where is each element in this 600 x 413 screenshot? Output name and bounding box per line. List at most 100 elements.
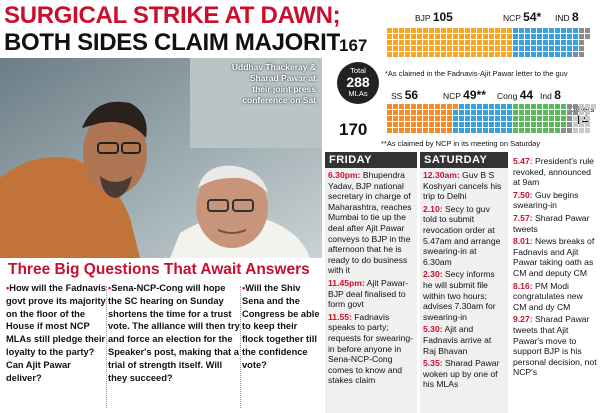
total-prefix: Total <box>350 66 366 75</box>
ncp-seat <box>513 28 518 33</box>
cong-seat <box>519 110 524 115</box>
cong-seat <box>549 128 554 133</box>
bjp-seat <box>471 40 476 45</box>
bjp-seat <box>387 46 392 51</box>
ncp-seat <box>453 110 458 115</box>
entry-time: 9.27: <box>513 314 533 325</box>
entry-text: Sharad Pawar tweets that Ajit Pawar's mo… <box>513 314 597 378</box>
ncp-seat <box>507 104 512 109</box>
claim2-ind-label: Ind 8 <box>540 88 561 102</box>
cong-seat <box>519 128 524 133</box>
ncp-seat <box>513 52 518 57</box>
ncp-seat <box>555 52 560 57</box>
ncp-seat <box>495 116 500 121</box>
cong-seat <box>525 128 530 133</box>
ncp-seat <box>543 40 548 45</box>
ncp-seat <box>543 52 548 57</box>
questions-box: Three Big Questions That Await Answers •… <box>0 260 322 413</box>
ind-seat <box>585 34 590 39</box>
bjp-seat <box>507 52 512 57</box>
bjp-seat <box>501 46 506 51</box>
ss-seat <box>405 122 410 127</box>
cong-seat <box>549 116 554 121</box>
ss-seat <box>387 128 392 133</box>
ncp-seat <box>567 40 572 45</box>
bjp-seat <box>453 46 458 51</box>
ncp-seat <box>519 40 524 45</box>
bjp-seat <box>393 46 398 51</box>
ss-seat <box>411 128 416 133</box>
question-3: •Will the Shiv Sena and the Congress be … <box>242 282 320 372</box>
bjp-seat <box>423 34 428 39</box>
saturday-entries: 12.30am: Guv B S Koshyari cancels his tr… <box>420 168 508 390</box>
ncp-seat <box>561 46 566 51</box>
bjp-seat <box>417 40 422 45</box>
bjp-seat <box>465 40 470 45</box>
ncp-seat <box>501 116 506 121</box>
bjp-seat <box>393 28 398 33</box>
cong-seat <box>555 122 560 127</box>
ind-seat <box>567 128 572 133</box>
cong-seat <box>519 116 524 121</box>
bjp-seat <box>411 46 416 51</box>
bjp-seat <box>483 52 488 57</box>
cong-seat <box>555 110 560 115</box>
bjp-seat <box>495 34 500 39</box>
ncp-seat <box>471 104 476 109</box>
ss-seat <box>429 122 434 127</box>
ncp-seat <box>525 40 530 45</box>
bjp-seat <box>477 52 482 57</box>
cong-seat <box>531 116 536 121</box>
ncp-seat <box>537 28 542 33</box>
ncp-seat <box>537 40 542 45</box>
ncp-seat <box>501 104 506 109</box>
bjp-seat <box>447 52 452 57</box>
timeline-entry: 6.30pm: Bhupendra Yadav, BJP national se… <box>328 170 414 276</box>
ss-seat <box>429 116 434 121</box>
bjp-seat <box>387 34 392 39</box>
ncp-seat <box>513 40 518 45</box>
ncp-seat <box>561 40 566 45</box>
ind-seat <box>579 46 584 51</box>
ncp-seat <box>531 40 536 45</box>
ncp-seat <box>477 122 482 127</box>
timeline-entry: 11.55: Fadnavis speaks to party; request… <box>328 312 414 386</box>
ncp-seat <box>465 104 470 109</box>
ind-seat <box>585 28 590 33</box>
bjp-seat <box>483 28 488 33</box>
bjp-seat <box>483 34 488 39</box>
ss-seat <box>411 110 416 115</box>
bjp-seat <box>471 28 476 33</box>
cong-seat <box>519 104 524 109</box>
bjp-seat <box>399 28 404 33</box>
friday-entries: 6.30pm: Bhupendra Yadav, BJP national se… <box>325 168 417 386</box>
questions-title: Three Big Questions That Await Answers <box>8 261 310 278</box>
claim1-seat-grid <box>387 28 590 57</box>
ss-seat <box>435 116 440 121</box>
ss-seat <box>387 122 392 127</box>
entry-time: 11.45pm: <box>328 277 365 288</box>
ss-seat <box>387 104 392 109</box>
total-value: 288 <box>346 74 370 90</box>
bjp-seat <box>387 52 392 57</box>
bjp-seat <box>447 28 452 33</box>
ncp-seat <box>483 116 488 121</box>
entry-text: Fadnavis speaks to party; requests for s… <box>328 311 414 386</box>
timeline-entry: 9.27: Sharad Pawar tweets that Ajit Pawa… <box>513 314 597 378</box>
bjp-seat <box>507 28 512 33</box>
entry-text: Secy informs he will submit file within … <box>423 269 496 322</box>
ncp-seat <box>555 28 560 33</box>
ss-seat <box>441 128 446 133</box>
bjp-seat <box>495 52 500 57</box>
question-divider <box>240 286 241 408</box>
cong-seat <box>537 128 542 133</box>
ncp-seat <box>567 34 572 39</box>
cong-seat <box>513 104 518 109</box>
cong-seat <box>513 128 518 133</box>
ncp-seat <box>507 116 512 121</box>
ind-seat <box>579 40 584 45</box>
ncp-seat <box>549 52 554 57</box>
cong-seat <box>549 110 554 115</box>
others-seat <box>573 122 578 127</box>
ss-seat <box>423 122 428 127</box>
